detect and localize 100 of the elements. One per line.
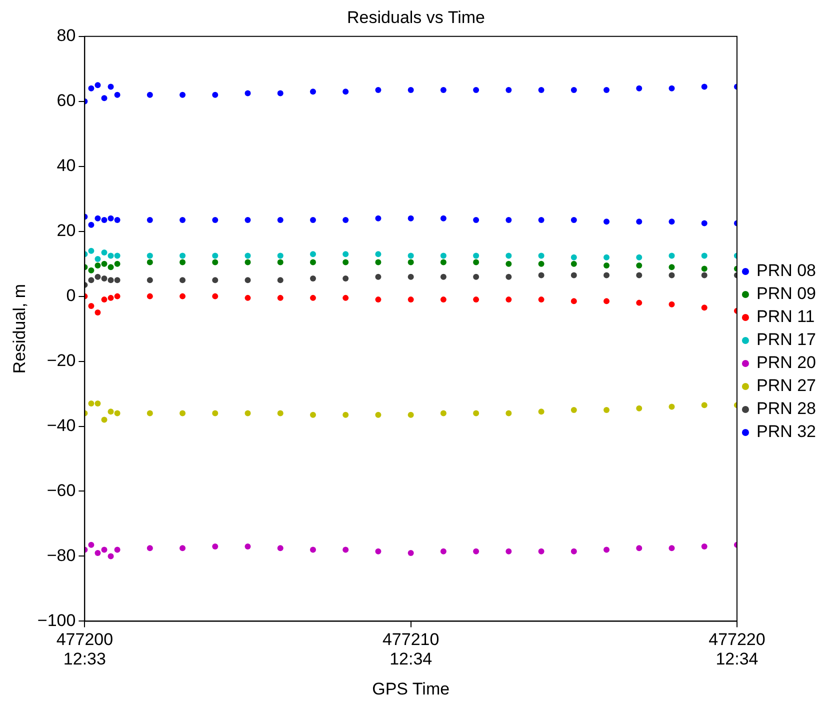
point bbox=[375, 251, 382, 258]
point bbox=[310, 412, 316, 418]
point bbox=[108, 277, 114, 284]
point bbox=[146, 252, 153, 259]
point bbox=[342, 275, 349, 282]
point bbox=[375, 548, 382, 554]
point bbox=[506, 252, 512, 259]
point bbox=[310, 88, 316, 95]
point bbox=[146, 293, 153, 300]
point bbox=[212, 410, 218, 416]
point bbox=[538, 216, 544, 223]
point bbox=[604, 218, 610, 225]
y-tick-label: 80 bbox=[56, 26, 76, 46]
point bbox=[244, 294, 251, 301]
point bbox=[277, 216, 284, 223]
point bbox=[88, 248, 94, 254]
point bbox=[180, 216, 186, 223]
point bbox=[604, 87, 610, 94]
point bbox=[310, 546, 316, 553]
point bbox=[108, 252, 114, 259]
point bbox=[570, 548, 577, 554]
point bbox=[212, 252, 218, 259]
point bbox=[310, 251, 316, 258]
point bbox=[701, 252, 708, 259]
point bbox=[108, 408, 114, 415]
y-tick-label: 20 bbox=[56, 221, 76, 240]
point bbox=[570, 298, 577, 304]
point bbox=[604, 272, 610, 278]
point bbox=[212, 92, 218, 98]
point bbox=[506, 274, 512, 280]
point bbox=[408, 87, 414, 94]
x-axis-title: GPS Time bbox=[372, 679, 450, 698]
point bbox=[310, 294, 316, 301]
point bbox=[212, 277, 218, 284]
point bbox=[101, 249, 108, 256]
point bbox=[342, 294, 349, 301]
point bbox=[473, 548, 480, 554]
point bbox=[604, 407, 610, 414]
point bbox=[244, 259, 251, 266]
point bbox=[277, 259, 284, 266]
point bbox=[538, 296, 544, 303]
point bbox=[538, 260, 544, 267]
point bbox=[375, 87, 382, 94]
legend-label: PRN 32 bbox=[756, 422, 816, 442]
point bbox=[310, 259, 316, 266]
point bbox=[88, 542, 94, 548]
point bbox=[146, 410, 153, 416]
point bbox=[94, 82, 101, 88]
point bbox=[570, 407, 577, 414]
point bbox=[604, 546, 610, 553]
point bbox=[94, 550, 101, 556]
point bbox=[108, 553, 114, 560]
point bbox=[538, 408, 544, 415]
y-tick-label: 60 bbox=[56, 91, 76, 110]
point bbox=[101, 546, 108, 553]
point bbox=[342, 546, 349, 553]
point bbox=[408, 412, 414, 418]
y-tick-label: −20 bbox=[46, 350, 76, 370]
legend-label: PRN 09 bbox=[756, 284, 816, 304]
point bbox=[180, 252, 186, 259]
point bbox=[180, 545, 186, 552]
point bbox=[408, 550, 414, 556]
point bbox=[473, 216, 480, 223]
point bbox=[244, 90, 251, 96]
point bbox=[180, 92, 186, 98]
point bbox=[668, 301, 675, 308]
point bbox=[636, 262, 642, 268]
point bbox=[668, 545, 675, 552]
text: 12:33 bbox=[63, 649, 106, 668]
point bbox=[538, 548, 544, 554]
y-tick-label: −60 bbox=[46, 480, 76, 500]
legend-label: PRN 11 bbox=[756, 307, 815, 326]
point bbox=[473, 87, 480, 94]
x-tick-label: 477210 bbox=[382, 630, 440, 650]
y-tick-label: 40 bbox=[56, 156, 76, 176]
point bbox=[244, 277, 251, 284]
point bbox=[277, 277, 284, 284]
point bbox=[473, 252, 480, 259]
point bbox=[604, 298, 610, 304]
point bbox=[604, 254, 610, 260]
text: 12:34 bbox=[390, 649, 432, 668]
point bbox=[506, 548, 512, 554]
point bbox=[538, 272, 544, 278]
point bbox=[440, 410, 446, 416]
point bbox=[146, 216, 153, 223]
legend-label: PRN 28 bbox=[756, 399, 816, 418]
point bbox=[146, 92, 153, 98]
point bbox=[114, 277, 120, 284]
point bbox=[636, 254, 642, 260]
point bbox=[212, 259, 218, 266]
point bbox=[212, 543, 218, 550]
point bbox=[701, 84, 708, 90]
point bbox=[440, 87, 446, 94]
point bbox=[114, 216, 120, 223]
point bbox=[342, 412, 349, 418]
point bbox=[375, 296, 382, 303]
point bbox=[668, 252, 675, 259]
point bbox=[408, 252, 414, 259]
y-axis-title: Residual, m bbox=[10, 284, 29, 374]
point bbox=[701, 402, 708, 408]
